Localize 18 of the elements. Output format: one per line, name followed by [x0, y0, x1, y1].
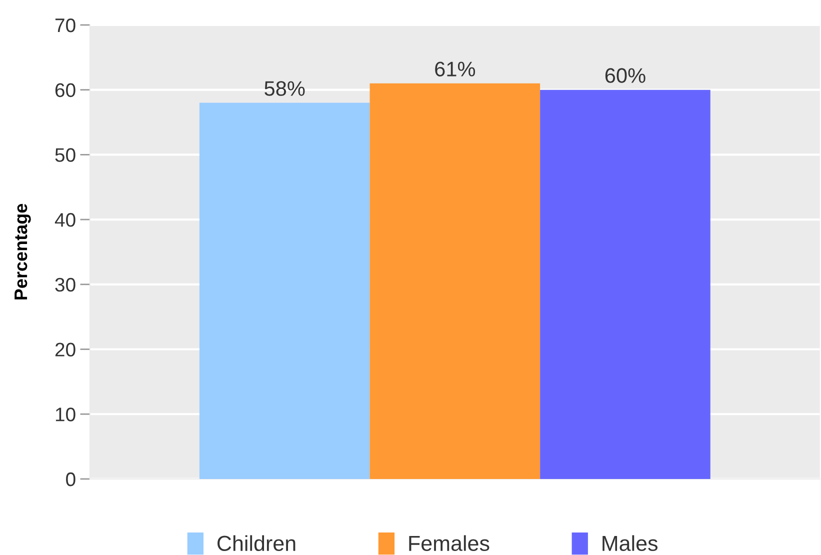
y-tick-label: 50 — [55, 148, 76, 162]
y-tick-label: 60 — [55, 83, 76, 98]
y-tick-label: 0 — [66, 472, 76, 486]
bar — [370, 83, 540, 479]
y-tick-label: 30 — [55, 278, 76, 292]
bar — [199, 102, 370, 479]
data-label: 61% — [435, 62, 476, 76]
y-tick-label: 10 — [56, 408, 76, 422]
y-axis-title: Percentage — [14, 204, 31, 300]
legend-label: Females — [409, 535, 490, 552]
bar — [540, 90, 710, 479]
y-tick-label: 20 — [55, 342, 76, 356]
data-label: 60% — [605, 68, 646, 83]
y-tick-label: 70 — [55, 18, 76, 32]
data-label: 58% — [264, 81, 305, 96]
y-tick-label: 40 — [54, 213, 76, 227]
legend-label: Children — [218, 535, 296, 552]
legend-label: Males — [602, 535, 658, 552]
